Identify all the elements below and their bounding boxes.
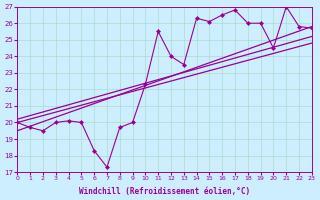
X-axis label: Windchill (Refroidissement éolien,°C): Windchill (Refroidissement éolien,°C) [79,187,250,196]
